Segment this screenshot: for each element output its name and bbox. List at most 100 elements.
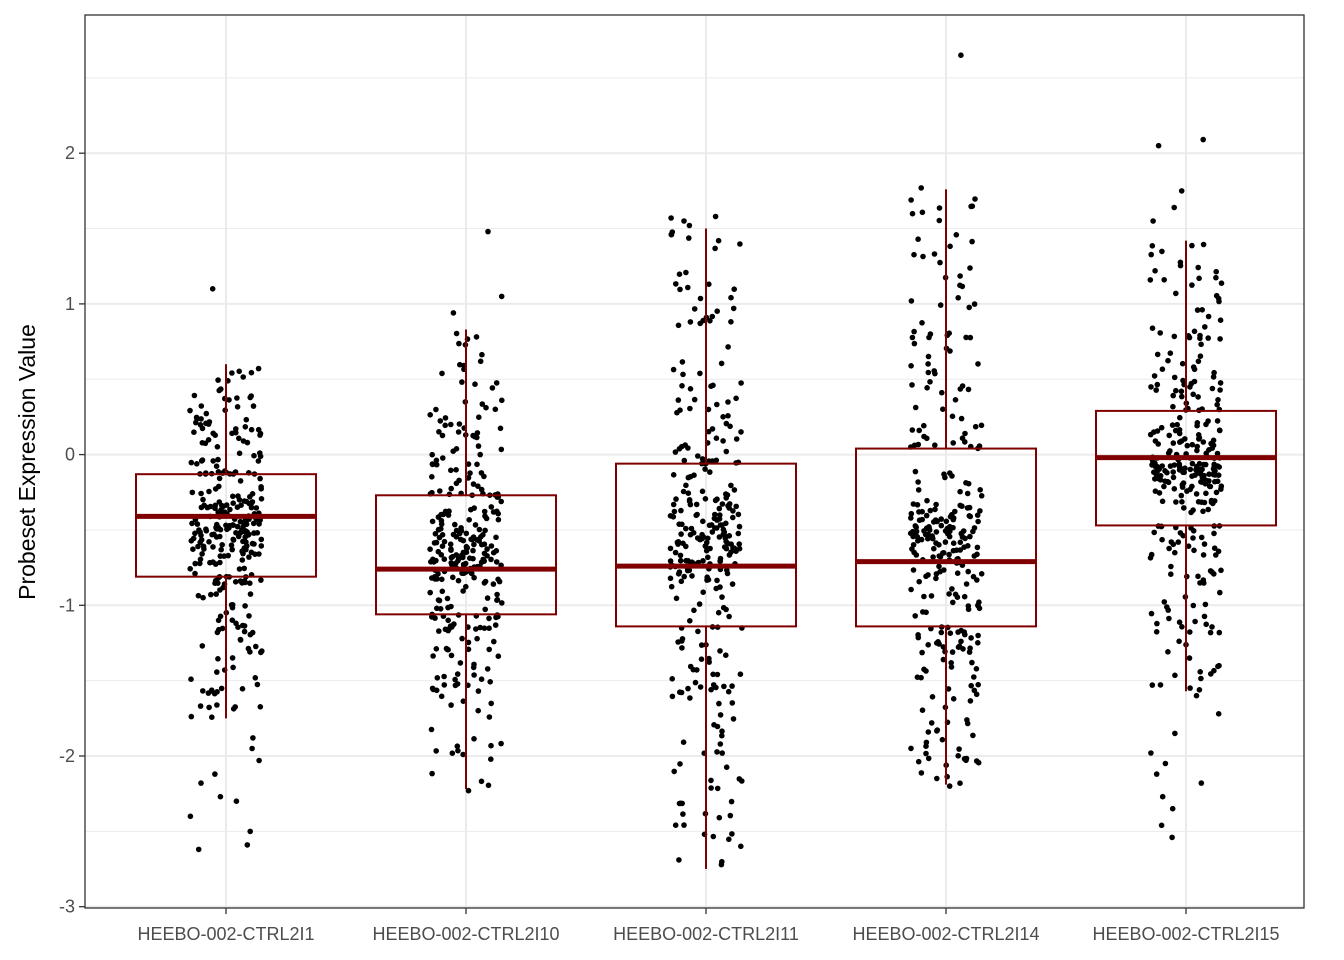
data-point (467, 470, 473, 476)
data-point (1197, 669, 1203, 675)
data-point (1150, 218, 1156, 224)
y-tick-label: 0 (65, 445, 75, 465)
data-point (1173, 499, 1179, 505)
data-point (488, 504, 495, 510)
data-point (203, 410, 210, 417)
data-point (245, 645, 252, 652)
x-tick-label: HEEBO-002-CTRL2I15 (1092, 924, 1279, 944)
data-point (694, 667, 700, 673)
data-point (717, 512, 723, 518)
data-point (919, 649, 925, 656)
data-point (199, 551, 205, 557)
data-point (1190, 528, 1197, 534)
data-point (499, 600, 505, 606)
data-point (1194, 447, 1200, 454)
box-iqr (1095, 409, 1277, 527)
data-point (670, 472, 677, 478)
data-point (667, 558, 674, 564)
data-point (465, 639, 472, 646)
data-point (908, 510, 915, 517)
data-point (1182, 436, 1188, 442)
data-point (672, 449, 679, 455)
data-point (683, 482, 689, 489)
data-point (726, 533, 733, 539)
box-iqr (855, 447, 1037, 628)
data-point (950, 440, 956, 446)
data-point (490, 581, 497, 587)
data-point (717, 584, 723, 590)
data-point (1185, 543, 1192, 549)
data-point (977, 487, 983, 493)
data-point (1197, 353, 1204, 360)
data-point (1217, 387, 1223, 393)
data-point (1195, 358, 1202, 365)
data-point (916, 427, 922, 434)
data-point (909, 427, 916, 433)
data-point (242, 528, 248, 535)
data-point (938, 516, 944, 522)
data-point (714, 517, 720, 523)
data-point (447, 541, 454, 547)
data-point (238, 502, 244, 509)
data-point (1189, 282, 1195, 288)
data-point (198, 504, 205, 511)
data-point (729, 683, 735, 689)
data-point (1197, 471, 1204, 477)
data-point (965, 386, 972, 393)
data-point (931, 368, 937, 374)
data-point (228, 542, 235, 548)
data-point (492, 406, 499, 413)
data-point (1169, 422, 1176, 428)
data-point (947, 470, 953, 476)
data-point (1213, 268, 1219, 275)
data-point (712, 511, 718, 518)
data-point (474, 635, 480, 642)
data-point (671, 508, 678, 515)
data-point (699, 456, 706, 462)
data-point (966, 513, 973, 519)
data-point (697, 295, 704, 302)
data-point (723, 520, 729, 527)
data-point (1201, 580, 1207, 586)
data-point (459, 553, 466, 559)
data-point (909, 334, 916, 341)
data-point (441, 673, 447, 680)
data-point (256, 521, 262, 527)
data-point (681, 457, 688, 464)
data-point (1166, 432, 1172, 439)
data-point (716, 534, 723, 540)
data-point (965, 603, 972, 609)
data-point (1195, 573, 1201, 580)
data-point (1215, 711, 1222, 717)
data-point (1157, 473, 1164, 479)
data-point (954, 594, 961, 600)
data-point (912, 523, 919, 529)
data-point (713, 457, 720, 464)
data-point (680, 371, 686, 378)
data-point (947, 630, 954, 636)
data-point (452, 682, 459, 689)
data-point (247, 631, 254, 638)
data-point (230, 500, 236, 507)
data-point (460, 698, 467, 704)
data-point (695, 628, 701, 635)
data-point (1161, 483, 1167, 490)
data-point (440, 455, 446, 461)
data-point (946, 533, 953, 540)
data-point (1190, 391, 1196, 398)
data-point (908, 363, 914, 369)
data-point (934, 728, 940, 734)
data-point (472, 522, 479, 528)
data-point (479, 401, 486, 407)
data-point (214, 629, 221, 636)
data-point (710, 682, 717, 688)
data-point (240, 374, 246, 380)
data-point (726, 552, 733, 558)
data-point (1198, 675, 1204, 682)
data-point (1168, 571, 1174, 577)
data-point (255, 458, 262, 464)
data-point (961, 629, 967, 635)
data-point (714, 723, 721, 730)
data-point (942, 474, 948, 481)
